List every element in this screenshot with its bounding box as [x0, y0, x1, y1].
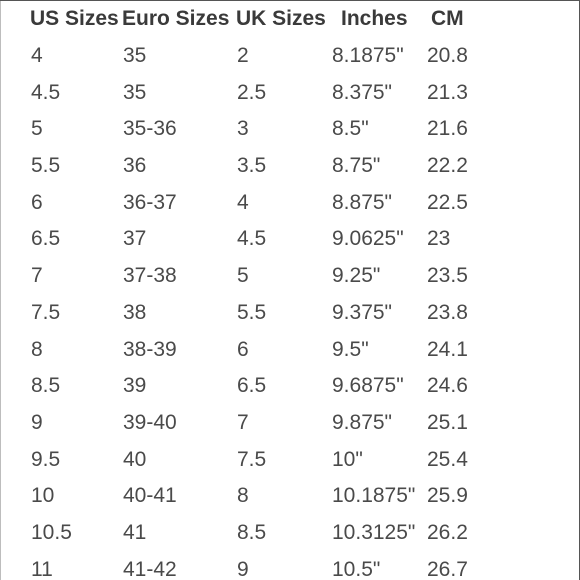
cm-cell: 21.6: [427, 117, 468, 141]
us-size-cell: 9.5: [31, 447, 61, 471]
table-row: 5.5 36 3.5 8.75" 22.2: [0, 148, 579, 185]
uk-size-cell: 7: [237, 410, 249, 434]
uk-size-cell: 2.5: [237, 80, 267, 104]
cm-cell: 22.5: [427, 190, 468, 214]
uk-size-cell: 3: [237, 117, 249, 141]
header-us-sizes: US Sizes: [30, 7, 119, 30]
header-cm: CM: [431, 7, 464, 30]
header-euro-sizes: Euro Sizes: [122, 7, 230, 30]
table-row: 5 35-36 3 8.5" 21.6: [0, 111, 579, 148]
euro-size-cell: 36-37: [123, 190, 177, 214]
table-row: 9.5 40 7.5 10" 25.4: [0, 442, 579, 479]
inches-cell: 9.5": [332, 337, 369, 361]
uk-size-cell: 8.5: [237, 520, 267, 544]
table-row: 6.5 37 4.5 9.0625" 23: [0, 221, 579, 258]
table-row: 6 36-37 4 8.875" 22.5: [0, 185, 579, 222]
euro-size-cell: 36: [123, 154, 147, 178]
us-size-cell: 9: [31, 410, 43, 434]
us-size-cell: 6: [31, 190, 43, 214]
cm-cell: 21.3: [427, 80, 468, 104]
uk-size-cell: 6.5: [237, 374, 267, 398]
euro-size-cell: 40-41: [123, 484, 177, 508]
table-row: 4.5 35 2.5 8.375" 21.3: [0, 75, 579, 112]
us-size-cell: 7: [31, 264, 43, 288]
cm-cell: 24.1: [427, 337, 468, 361]
us-size-cell: 5.5: [31, 154, 61, 178]
inches-cell: 9.25": [332, 264, 381, 288]
inches-cell: 8.1875": [332, 44, 404, 67]
us-size-cell: 11: [31, 557, 53, 580]
inches-cell: 10.5": [332, 557, 381, 580]
us-size-cell: 6.5: [31, 227, 61, 251]
table-row: 9 39-40 7 9.875" 25.1: [0, 405, 579, 442]
euro-size-cell: 35: [123, 44, 147, 67]
uk-size-cell: 4: [237, 190, 249, 214]
inches-cell: 9.375": [332, 300, 393, 324]
table-row: 10.5 41 8.5 10.3125" 26.2: [0, 515, 579, 552]
euro-size-cell: 35: [123, 80, 147, 104]
inches-cell: 8.75": [332, 154, 381, 178]
uk-size-cell: 9: [237, 557, 249, 580]
table-row: 8 38-39 6 9.5" 24.1: [0, 332, 579, 369]
cm-cell: 22.2: [427, 154, 468, 178]
us-size-cell: 7.5: [31, 300, 61, 324]
table-row: 10 40-41 8 10.1875" 25.9: [0, 478, 579, 515]
inches-cell: 10": [332, 447, 363, 471]
euro-size-cell: 41: [123, 520, 147, 544]
uk-size-cell: 8: [237, 484, 249, 508]
cm-cell: 20.8: [427, 44, 468, 67]
us-size-cell: 8: [31, 337, 43, 361]
table-row: 11 41-42 9 10.5" 26.7: [0, 552, 579, 580]
euro-size-cell: 38-39: [123, 337, 177, 361]
us-size-cell: 4: [31, 44, 43, 67]
euro-size-cell: 38: [123, 300, 147, 324]
cm-cell: 25.4: [427, 447, 468, 471]
euro-size-cell: 39-40: [123, 410, 177, 434]
table-row: 7.5 38 5.5 9.375" 23.8: [0, 295, 579, 332]
inches-cell: 9.0625": [332, 227, 404, 251]
us-size-cell: 8.5: [31, 374, 61, 398]
uk-size-cell: 2: [237, 44, 249, 67]
inches-cell: 10.1875": [332, 484, 416, 508]
us-size-cell: 4.5: [31, 80, 61, 104]
left-border: [0, 1, 1, 580]
euro-size-cell: 37-38: [123, 264, 177, 288]
us-size-cell: 10: [31, 484, 55, 508]
euro-size-cell: 39: [123, 374, 147, 398]
table-row: 4 35 2 8.1875" 20.8: [0, 38, 579, 75]
uk-size-cell: 4.5: [237, 227, 267, 251]
table-header: US Sizes Euro Sizes UK Sizes Inches CM: [0, 4, 579, 34]
header-uk-sizes: UK Sizes: [236, 7, 326, 30]
inches-cell: 9.875": [332, 410, 393, 434]
inches-cell: 10.3125": [332, 520, 416, 544]
cm-cell: 26.2: [427, 520, 468, 544]
us-size-cell: 5: [31, 117, 43, 141]
cm-cell: 26.7: [427, 557, 468, 580]
table-row: 7 37-38 5 9.25" 23.5: [0, 258, 579, 295]
uk-size-cell: 5: [237, 264, 249, 288]
cm-cell: 25.1: [427, 410, 468, 434]
cm-cell: 23: [427, 227, 451, 251]
cm-cell: 23.8: [427, 300, 468, 324]
inches-cell: 8.5": [332, 117, 369, 141]
euro-size-cell: 35-36: [123, 117, 177, 141]
uk-size-cell: 7.5: [237, 447, 267, 471]
us-size-cell: 10.5: [31, 520, 72, 544]
uk-size-cell: 6: [237, 337, 249, 361]
header-inches: Inches: [341, 7, 408, 30]
table-row: 8.5 39 6.5 9.6875" 24.6: [0, 368, 579, 405]
uk-size-cell: 5.5: [237, 300, 267, 324]
inches-cell: 8.875": [332, 190, 393, 214]
euro-size-cell: 41-42: [123, 557, 177, 580]
cm-cell: 23.5: [427, 264, 468, 288]
uk-size-cell: 3.5: [237, 154, 267, 178]
cm-cell: 24.6: [427, 374, 468, 398]
table-body: 4 35 2 8.1875" 20.8 4.5 35 2.5 8.375" 21.3 5 35-36 3…: [0, 38, 579, 580]
cm-cell: 25.9: [427, 484, 468, 508]
inches-cell: 9.6875": [332, 374, 404, 398]
inches-cell: 8.375": [332, 80, 393, 104]
euro-size-cell: 37: [123, 227, 147, 251]
euro-size-cell: 40: [123, 447, 147, 471]
